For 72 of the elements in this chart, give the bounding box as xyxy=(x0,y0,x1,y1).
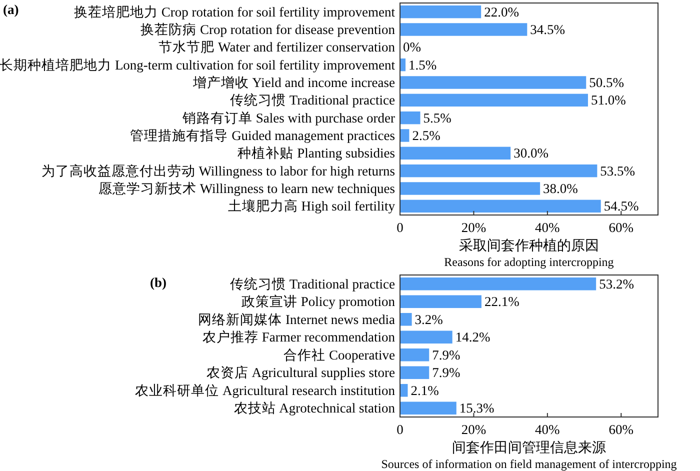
y-tick-label: 传统习惯 Traditional practice xyxy=(230,92,395,108)
y-tick-label: 长期种植培肥地力 Long-term cultivation for soil fertility improvement xyxy=(0,57,396,72)
x-tick-label: 0 xyxy=(396,422,404,437)
data-label: 34.5% xyxy=(530,22,566,37)
y-tick-label: 节水节肥 Water and fertilizer conservation xyxy=(158,40,396,55)
data-label: 14.2% xyxy=(455,330,490,345)
y-tick-label: 农户推荐 Farmer recommendation xyxy=(202,330,396,345)
data-label: 5.5% xyxy=(423,110,452,126)
bar xyxy=(400,200,601,213)
x-tick-label: 0 xyxy=(396,220,404,235)
x-tick-label: 60% xyxy=(608,422,634,437)
x-axis-title: 间套作田间管理信息来源 xyxy=(452,440,606,456)
y-tick-label: 管理措施有指导 Guided management practices xyxy=(130,128,395,143)
y-tick-label: 土壤肥力高 High soil fertility xyxy=(228,198,396,214)
y-tick-label: 网络新闻媒体 Internet news media xyxy=(198,312,395,327)
data-label: 7.9% xyxy=(432,347,460,362)
data-label: 2.5% xyxy=(412,128,440,143)
y-tick-label: 农技站 Agrotechnical station xyxy=(234,400,396,416)
data-label: 51.0% xyxy=(590,92,626,108)
bar xyxy=(400,348,430,362)
bar xyxy=(400,312,412,326)
y-tick-label: 愿意学习新技术 Willingness to learn new techniques xyxy=(98,181,395,196)
bar xyxy=(400,5,482,18)
y-tick-label: 传统习惯 Traditional practice xyxy=(230,276,395,292)
bar xyxy=(400,111,420,124)
bar xyxy=(400,402,456,415)
bar xyxy=(400,129,410,142)
y-tick-label: 农资店 Agricultural supplies store xyxy=(206,365,395,380)
bar xyxy=(400,182,540,195)
data-label: 3.2% xyxy=(414,312,443,327)
data-label: 1.5% xyxy=(408,57,437,72)
bar xyxy=(400,295,482,308)
y-tick-label: 销路有订单 Sales with purchase order xyxy=(182,110,396,126)
bar xyxy=(400,76,586,89)
bar xyxy=(400,384,408,397)
data-label: 53.5% xyxy=(600,163,636,178)
bar xyxy=(400,277,596,290)
y-tick-label: 政策宣讲 Policy promotion xyxy=(242,294,396,310)
bar xyxy=(400,330,452,344)
bar xyxy=(400,164,598,178)
y-tick-label: 增产增收 Yield and income increase xyxy=(192,75,395,90)
x-tick-label: 40% xyxy=(535,422,560,437)
data-label: 53.2% xyxy=(599,276,634,292)
data-label: 7.9% xyxy=(432,365,460,380)
data-label: 0% xyxy=(403,40,421,55)
x-tick-label: 20% xyxy=(461,422,486,437)
data-label: 22.1% xyxy=(484,294,520,310)
data-label: 38.0% xyxy=(543,181,578,196)
data-label: 50.5% xyxy=(589,75,624,90)
text: (b) xyxy=(150,275,166,290)
y-tick-label: 换茬防病 Crop rotation for disease prevention xyxy=(140,22,396,37)
y-tick-label: 合作社 Cooperative xyxy=(284,347,395,362)
source-note: Sources of information on field management of intercropping xyxy=(381,457,677,471)
text: Reasons for adopting intercropping xyxy=(444,255,614,269)
y-tick-label: 为了高收益愿意付出劳动 Willingness to labor for high returns xyxy=(41,163,395,178)
x-tick-label: 40% xyxy=(535,220,560,235)
y-tick-label: 换茬培肥地力 Crop rotation for soil fertility improvement xyxy=(74,4,396,20)
data-label: 15.3% xyxy=(459,400,494,416)
data-label: 22.0% xyxy=(484,4,519,20)
data-label: 2.1% xyxy=(410,382,439,398)
bar xyxy=(400,146,511,160)
x-axis-title: 采取间套作种植的原因 xyxy=(459,238,599,254)
data-label: 54.5% xyxy=(604,198,639,214)
y-tick-label: 种植补贴 Planting subsidies xyxy=(238,146,395,161)
data-label: 30.0% xyxy=(514,146,548,161)
x-tick-label: 20% xyxy=(461,220,486,235)
bar xyxy=(400,94,588,107)
y-tick-label: 农业科研单位 Agricultural research institution xyxy=(135,382,396,398)
bar xyxy=(400,366,430,380)
bar xyxy=(400,23,528,36)
text: (a) xyxy=(3,2,19,17)
x-tick-label: 60% xyxy=(608,220,634,235)
